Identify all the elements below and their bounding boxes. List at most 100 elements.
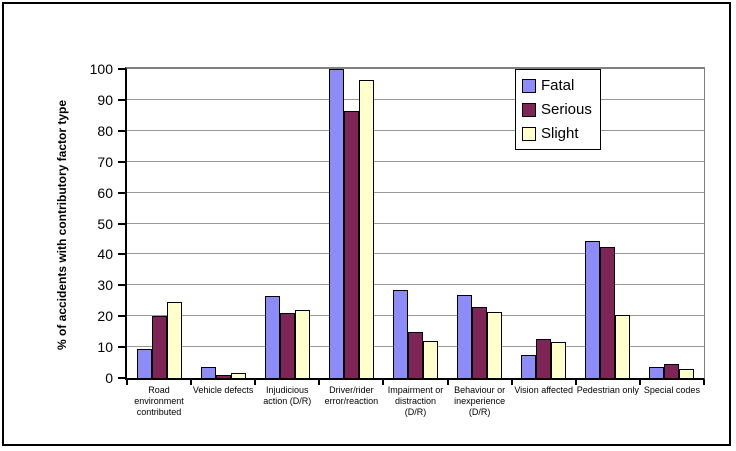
bar-group	[127, 69, 191, 378]
y-tick-label: 40	[97, 246, 113, 263]
x-tick-mark	[382, 380, 385, 385]
x-category-label-line: Special codes	[643, 385, 700, 395]
x-category-label: Special codes	[640, 385, 704, 417]
bar-serious	[536, 339, 552, 378]
y-tick-mark	[118, 191, 125, 194]
legend-swatch	[522, 102, 536, 117]
x-tick-mark	[703, 380, 705, 385]
y-tick-label: 20	[97, 308, 113, 325]
bar-slight	[615, 314, 631, 378]
y-tick-label: 100	[89, 61, 113, 77]
x-tick-mark	[446, 380, 449, 385]
x-category-label-line: Vision affected	[514, 385, 574, 395]
bar-fatal	[328, 69, 344, 378]
bar-slight	[294, 310, 310, 378]
bar-slight	[679, 368, 695, 378]
x-tick-mark	[510, 380, 513, 385]
y-tick-label: 10	[97, 339, 113, 356]
bar-slight	[166, 302, 182, 378]
gridline	[127, 253, 704, 255]
x-category-label: Impairment or distraction (D/R)	[383, 385, 447, 417]
y-tick-label: 80	[97, 122, 113, 139]
legend-label: Slight	[541, 125, 579, 142]
bar-slight	[358, 79, 374, 378]
y-tick-mark	[118, 346, 125, 349]
bar-fatal	[521, 354, 537, 378]
y-tick-label: 70	[97, 153, 113, 170]
bar-fatal	[649, 367, 665, 378]
bar-fatal	[585, 240, 601, 378]
bar-fatal	[136, 348, 152, 378]
x-category-label: Injudicious action (D/R)	[255, 385, 319, 417]
x-category-label-line: Injudicious	[266, 385, 309, 395]
gridline	[127, 160, 704, 162]
gridline	[127, 284, 704, 286]
bar-serious	[407, 331, 423, 378]
x-category-label-line: Pedestrian only	[576, 385, 639, 395]
y-tick-label: 50	[97, 215, 113, 232]
x-tick-mark	[190, 380, 193, 385]
x-category-label: Behaviour or inexperience (D/R)	[448, 385, 512, 417]
bar-serious	[215, 374, 231, 378]
bar-slight	[230, 373, 246, 378]
x-category-label-line: Behaviour or	[454, 385, 506, 395]
bar-serious	[600, 246, 616, 378]
bar-group	[512, 69, 576, 378]
y-tick-mark	[118, 253, 125, 256]
x-tick-mark	[318, 380, 321, 385]
y-tick-mark	[118, 222, 125, 225]
chart-frame: % of accidents with contributory factor …	[2, 2, 731, 446]
legend: Fatal Serious Slight	[515, 69, 601, 150]
bar-group	[448, 69, 512, 378]
x-category-label-line: (D/R)	[468, 406, 491, 417]
x-category-label-line: Vehicle defects	[192, 385, 254, 395]
y-tick-mark	[118, 68, 125, 70]
x-axis-labels: Road environment contributed Vehicle defect…	[127, 385, 704, 417]
bar-group	[319, 69, 383, 378]
x-tick-mark	[638, 380, 641, 385]
bar-group	[640, 69, 704, 378]
gridline	[127, 222, 704, 224]
x-category-label-line: contributed	[136, 406, 182, 417]
bar-serious	[472, 306, 488, 378]
x-tick-mark	[126, 380, 128, 385]
legend-label: Fatal	[541, 77, 575, 94]
bar-serious	[279, 313, 295, 378]
plot-area: 0 10 20 30 40 50 60 70 80 90 100 Road environment co…	[90, 61, 705, 417]
gridline	[127, 191, 704, 193]
bar-slight	[422, 340, 438, 378]
bar-serious	[343, 110, 359, 378]
x-category-label: Driver/rider error/reaction	[319, 385, 383, 417]
gridline	[127, 98, 704, 100]
y-tick-label: 60	[97, 184, 113, 201]
gridline	[127, 315, 704, 317]
legend-entry: Fatal	[522, 77, 594, 94]
bar-group	[576, 69, 640, 378]
bar-group	[255, 69, 319, 378]
x-category-label-line: environment	[134, 395, 184, 406]
y-tick-mark	[118, 315, 125, 318]
bar-fatal	[457, 294, 473, 378]
y-tick-mark	[118, 160, 125, 163]
x-category-label-line: (D/R)	[404, 406, 427, 417]
x-category-label: Vision affected	[512, 385, 576, 417]
x-category-label-line: Impairment or	[387, 385, 444, 395]
x-category-label-line: inexperience	[454, 395, 506, 406]
legend-swatch	[522, 126, 536, 141]
bar-serious	[664, 364, 680, 378]
x-category-label-line: action (D/R)	[263, 395, 312, 406]
bar-group	[191, 69, 255, 378]
bar-serious	[151, 316, 167, 378]
gridline	[127, 129, 704, 131]
bar-fatal	[200, 367, 216, 378]
y-tick-mark	[118, 377, 125, 379]
legend-entry: Slight	[522, 125, 594, 142]
y-tick-label: 90	[97, 91, 113, 108]
y-axis-labels: 0 10 20 30 40 50 60 70 80 90 100	[63, 61, 119, 386]
legend-label: Serious	[541, 101, 592, 118]
bar-fatal	[264, 296, 280, 378]
y-tick-label: 30	[97, 277, 113, 294]
x-category-label-line: distraction	[394, 395, 436, 406]
bar-group	[383, 69, 447, 378]
bar-groups	[127, 69, 704, 378]
